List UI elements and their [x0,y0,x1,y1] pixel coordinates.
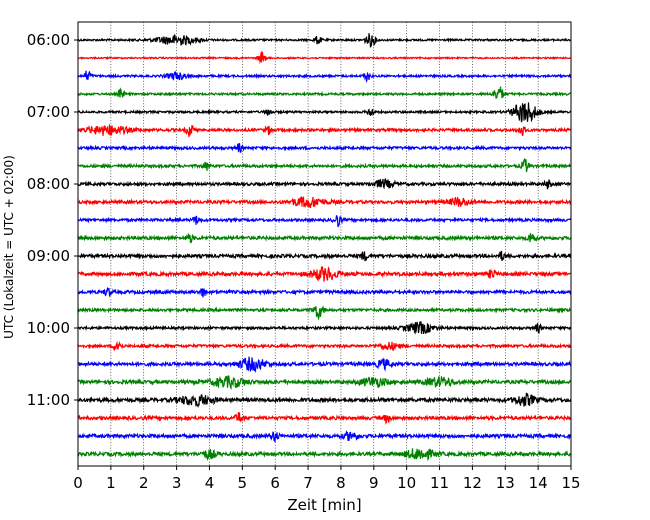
x-tick-label: 8 [336,474,346,492]
trace-1100 [77,392,572,408]
y-tick-label: 10:00 [27,319,70,337]
x-tick-label: 0 [73,474,83,492]
x-axis-label: Zeit [min] [287,496,361,514]
trace-0900 [77,250,572,262]
x-tick-label: 2 [139,474,149,492]
x-tick-label: 3 [172,474,182,492]
trace-0915 [77,265,572,282]
trace-1030 [77,356,572,374]
trace-1145 [77,448,572,462]
trace-0845 [77,233,572,244]
seismogram-traces [77,33,572,462]
trace-0830 [77,215,572,228]
x-tick-label: 13 [496,474,515,492]
trace-0815 [77,196,572,208]
x-tick-label: 4 [205,474,215,492]
x-tick-label: 12 [463,474,482,492]
trace-0715 [77,124,572,138]
x-tick-label: 6 [270,474,280,492]
trace-0600 [77,33,572,48]
y-tick-label: 07:00 [27,103,70,121]
x-tick-label: 9 [369,474,379,492]
x-tick-label: 14 [529,474,548,492]
x-tick-label: 11 [430,474,449,492]
trace-1045 [77,375,572,391]
trace-0630 [77,70,572,84]
y-axis-ticks: 06:00 07:00 08:00 09:00 10:00 11:00 [27,31,78,409]
x-tick-label: 10 [397,474,416,492]
x-tick-label: 7 [303,474,313,492]
y-tick-label: 11:00 [27,391,70,409]
trace-0945 [77,305,572,321]
x-tick-label: 15 [561,474,580,492]
trace-0700 [77,102,572,123]
trace-1015 [77,340,572,352]
trace-0745 [77,157,572,173]
x-tick-label: 1 [106,474,116,492]
minute-grid [110,22,539,466]
y-tick-label: 09:00 [27,247,70,265]
trace-0615 [77,50,572,65]
y-axis-label: UTC (Lokalzeit = UTC + 02:00) [2,155,16,339]
trace-0930 [77,287,572,298]
trace-0730 [77,142,572,153]
plot-frame [77,21,572,467]
trace-1000 [77,321,572,335]
trace-0800 [77,178,572,190]
x-axis-ticks: 0 1 2 3 4 5 6 7 8 9 10 11 12 13 14 15 [73,466,581,492]
y-tick-label: 08:00 [27,175,70,193]
x-tick-label: 5 [238,474,248,492]
trace-0645 [77,86,572,99]
trace-1130 [77,430,572,443]
trace-1115 [77,412,572,425]
y-tick-label: 06:00 [27,31,70,49]
